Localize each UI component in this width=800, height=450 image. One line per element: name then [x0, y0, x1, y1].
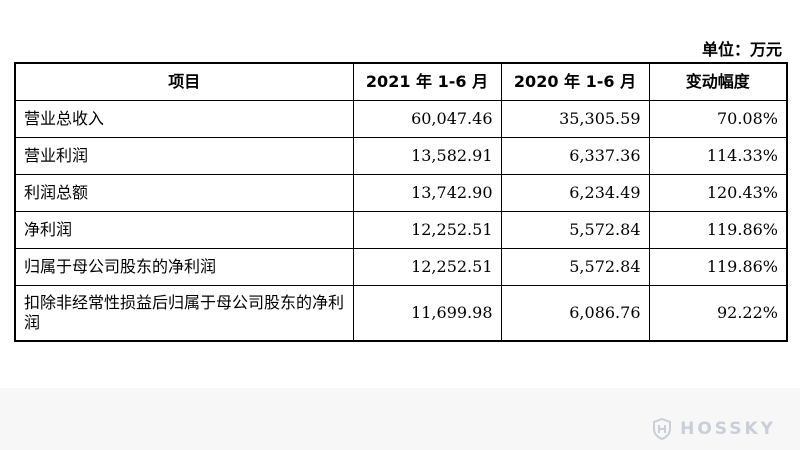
table-row: 营业利润 13,582.91 6,337.36 114.33%	[14, 137, 788, 175]
row-change: 70.08%	[648, 100, 788, 138]
row-value-2020: 5,572.84	[500, 248, 650, 286]
shield-logo-icon	[652, 418, 672, 440]
header-2021: 2021 年 1-6 月	[352, 62, 502, 101]
header-2020: 2020 年 1-6 月	[500, 62, 650, 101]
row-value-2020: 6,337.36	[500, 137, 650, 175]
row-change: 120.43%	[648, 174, 788, 212]
unit-label: 单位：万元	[701, 40, 782, 59]
row-value-2021: 13,742.90	[352, 174, 502, 212]
row-value-2020: 5,572.84	[500, 211, 650, 249]
row-change: 92.22%	[648, 285, 788, 342]
row-item-label: 营业利润	[14, 137, 354, 175]
row-item-label: 扣除非经常性损益后归属于母公司股东的净利润	[14, 285, 354, 342]
table-row: 归属于母公司股东的净利润 12,252.51 5,572.84 119.86%	[14, 248, 788, 286]
table-row: 扣除非经常性损益后归属于母公司股东的净利润 11,699.98 6,086.76…	[14, 285, 788, 342]
footer-band	[0, 388, 800, 450]
header-change: 变动幅度	[648, 62, 788, 101]
row-item-label: 营业总收入	[14, 100, 354, 138]
row-item-label: 净利润	[14, 211, 354, 249]
watermark: HOSSKY	[652, 418, 776, 440]
row-value-2020: 35,305.59	[500, 100, 650, 138]
row-change: 119.86%	[648, 211, 788, 249]
row-item-label: 利润总额	[14, 174, 354, 212]
row-value-2020: 6,234.49	[500, 174, 650, 212]
row-value-2021: 12,252.51	[352, 248, 502, 286]
row-value-2021: 13,582.91	[352, 137, 502, 175]
row-change: 119.86%	[648, 248, 788, 286]
table-header-row: 项目 2021 年 1-6 月 2020 年 1-6 月 变动幅度	[14, 62, 788, 101]
row-value-2021: 11,699.98	[352, 285, 502, 342]
financial-table: 项目 2021 年 1-6 月 2020 年 1-6 月 变动幅度 营业总收入 …	[14, 62, 788, 342]
row-change: 114.33%	[648, 137, 788, 175]
table-row: 利润总额 13,742.90 6,234.49 120.43%	[14, 174, 788, 212]
header-item: 项目	[14, 62, 354, 101]
table-row: 营业总收入 60,047.46 35,305.59 70.08%	[14, 100, 788, 138]
watermark-text: HOSSKY	[680, 419, 776, 439]
row-value-2021: 12,252.51	[352, 211, 502, 249]
row-item-label: 归属于母公司股东的净利润	[14, 248, 354, 286]
row-value-2021: 60,047.46	[352, 100, 502, 138]
row-value-2020: 6,086.76	[500, 285, 650, 342]
table-row: 净利润 12,252.51 5,572.84 119.86%	[14, 211, 788, 249]
